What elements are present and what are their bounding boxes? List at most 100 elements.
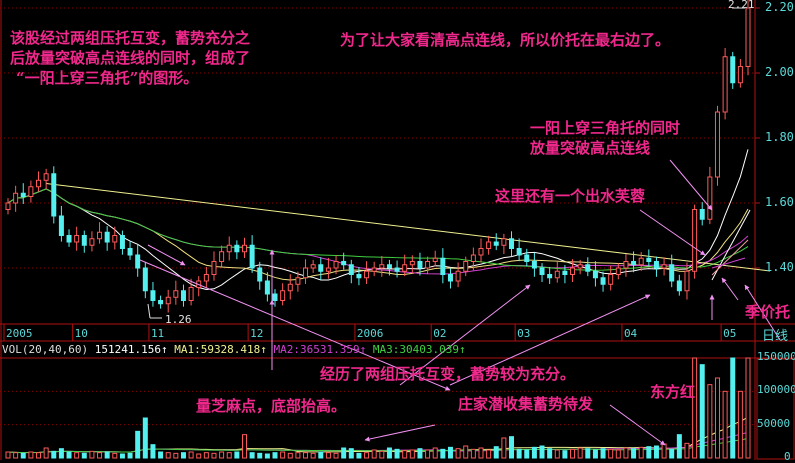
- annotation-two-groups: 经历了两组压托互变，蓄势较为充分。: [320, 365, 576, 383]
- volume-bar: [295, 452, 301, 459]
- volume-bar: [234, 451, 240, 459]
- volume-bar: [28, 451, 34, 459]
- annotation-arrow: [147, 244, 186, 266]
- volume-bar: [303, 452, 309, 459]
- candle-down: [158, 300, 164, 305]
- volume-bar: [104, 451, 110, 459]
- volume-bar: [89, 450, 95, 459]
- volume-bar: [531, 446, 537, 459]
- annotation-arrow: [669, 159, 713, 211]
- volume-ma3: MA3:30403.039: [372, 343, 459, 356]
- volume-bar: [364, 452, 370, 459]
- candle-up: [425, 261, 431, 269]
- candle-up: [112, 235, 118, 243]
- annotation-arrow: [609, 404, 666, 446]
- volume-bar: [676, 434, 682, 459]
- date-tick-label: 05: [723, 327, 737, 340]
- candle-down: [318, 264, 324, 272]
- up-arrow-icon: ↑: [458, 343, 466, 356]
- candle-up: [478, 248, 484, 256]
- volume-tick-label: 0: [784, 450, 791, 463]
- candle-up: [623, 261, 629, 269]
- period-label[interactable]: 日线: [762, 329, 789, 344]
- date-tick-label: 11: [150, 327, 165, 340]
- date-tick-label: 2005: [6, 327, 33, 340]
- volume-bar: [127, 452, 133, 459]
- candle-up: [211, 261, 217, 275]
- volume-bar: [272, 452, 278, 459]
- volume-bar: [692, 357, 698, 459]
- candle-down: [585, 264, 591, 272]
- volume-bar: [653, 445, 659, 459]
- volume-bar: [730, 357, 736, 459]
- candle-up: [280, 290, 286, 301]
- annotation-seasonal: 季价托: [745, 303, 791, 321]
- volume-bar: [432, 447, 438, 459]
- candle-up: [722, 56, 728, 113]
- volume-bar: [425, 449, 431, 459]
- volume-bar: [341, 447, 347, 459]
- volume-bar: [165, 452, 171, 459]
- price-ma-line: [7, 149, 749, 290]
- annotation-arrow: [364, 424, 436, 442]
- volume-bar: [287, 452, 293, 459]
- volume-bar: [119, 453, 125, 459]
- volume-tick-label: 50000: [757, 416, 791, 430]
- candle-up: [333, 261, 339, 269]
- candle-up: [409, 261, 415, 266]
- volume-bar: [150, 444, 156, 459]
- candle-up: [638, 257, 644, 266]
- candle-up: [684, 270, 690, 292]
- annotation-line: 该股经过两组压托互变，蓄势充分之: [10, 29, 251, 47]
- volume-bar: [371, 449, 377, 459]
- candle-up: [43, 173, 49, 181]
- annotation-lotus: 这里还有一个出水芙蓉: [495, 187, 646, 205]
- date-tick-label: 03: [517, 327, 531, 340]
- volume-bar: [623, 447, 629, 459]
- price-tick-label: 1.60: [765, 195, 794, 209]
- volume-bar: [264, 453, 270, 459]
- volume-ma2: MA2:36531.359: [273, 343, 360, 356]
- volume-bar: [478, 447, 484, 459]
- volume-bar: [310, 452, 316, 459]
- candle-up: [432, 257, 438, 262]
- price-tick-label: 1.80: [765, 130, 794, 144]
- volume-bar: [325, 452, 331, 459]
- annotation-breakout: 一阳上穿三角托的同时 放量突破高点连线: [530, 118, 680, 158]
- volume-ma-line: [7, 437, 749, 454]
- volume-bar: [745, 357, 751, 459]
- candle-up: [608, 274, 614, 285]
- candle-down: [547, 274, 553, 279]
- candle-down: [653, 261, 659, 269]
- annotation-arrow: [399, 284, 531, 386]
- volume-bar: [51, 450, 57, 459]
- volume-bar: [43, 447, 49, 459]
- candle-down: [539, 267, 545, 275]
- volume-bar: [722, 390, 728, 459]
- date-tick-label: 12: [250, 327, 264, 340]
- volume-bar: [592, 449, 598, 459]
- candle-down: [646, 257, 652, 262]
- candle-up: [364, 270, 370, 279]
- volume-bar: [631, 448, 637, 459]
- candle-up: [470, 254, 476, 262]
- volume-bar: [570, 448, 576, 459]
- volume-bar: [493, 446, 499, 459]
- candle-down: [509, 238, 515, 249]
- volume-bar: [112, 452, 118, 459]
- volume-bar: [577, 447, 583, 459]
- volume-bar: [600, 448, 606, 459]
- volume-bar: [356, 452, 362, 459]
- candle-up: [402, 264, 408, 272]
- volume-tick-label: 100000: [757, 383, 795, 397]
- volume-bar: [74, 452, 80, 459]
- annotation-line: 一阳上穿三角托的同时: [530, 119, 681, 137]
- volume-value: 151241.156: [94, 343, 161, 356]
- volume-bar: [463, 445, 469, 459]
- candle-down: [234, 244, 240, 253]
- volume-bar: [661, 443, 667, 459]
- volume-bar: [196, 453, 202, 459]
- candle-down: [341, 261, 347, 266]
- candle-up: [692, 209, 698, 272]
